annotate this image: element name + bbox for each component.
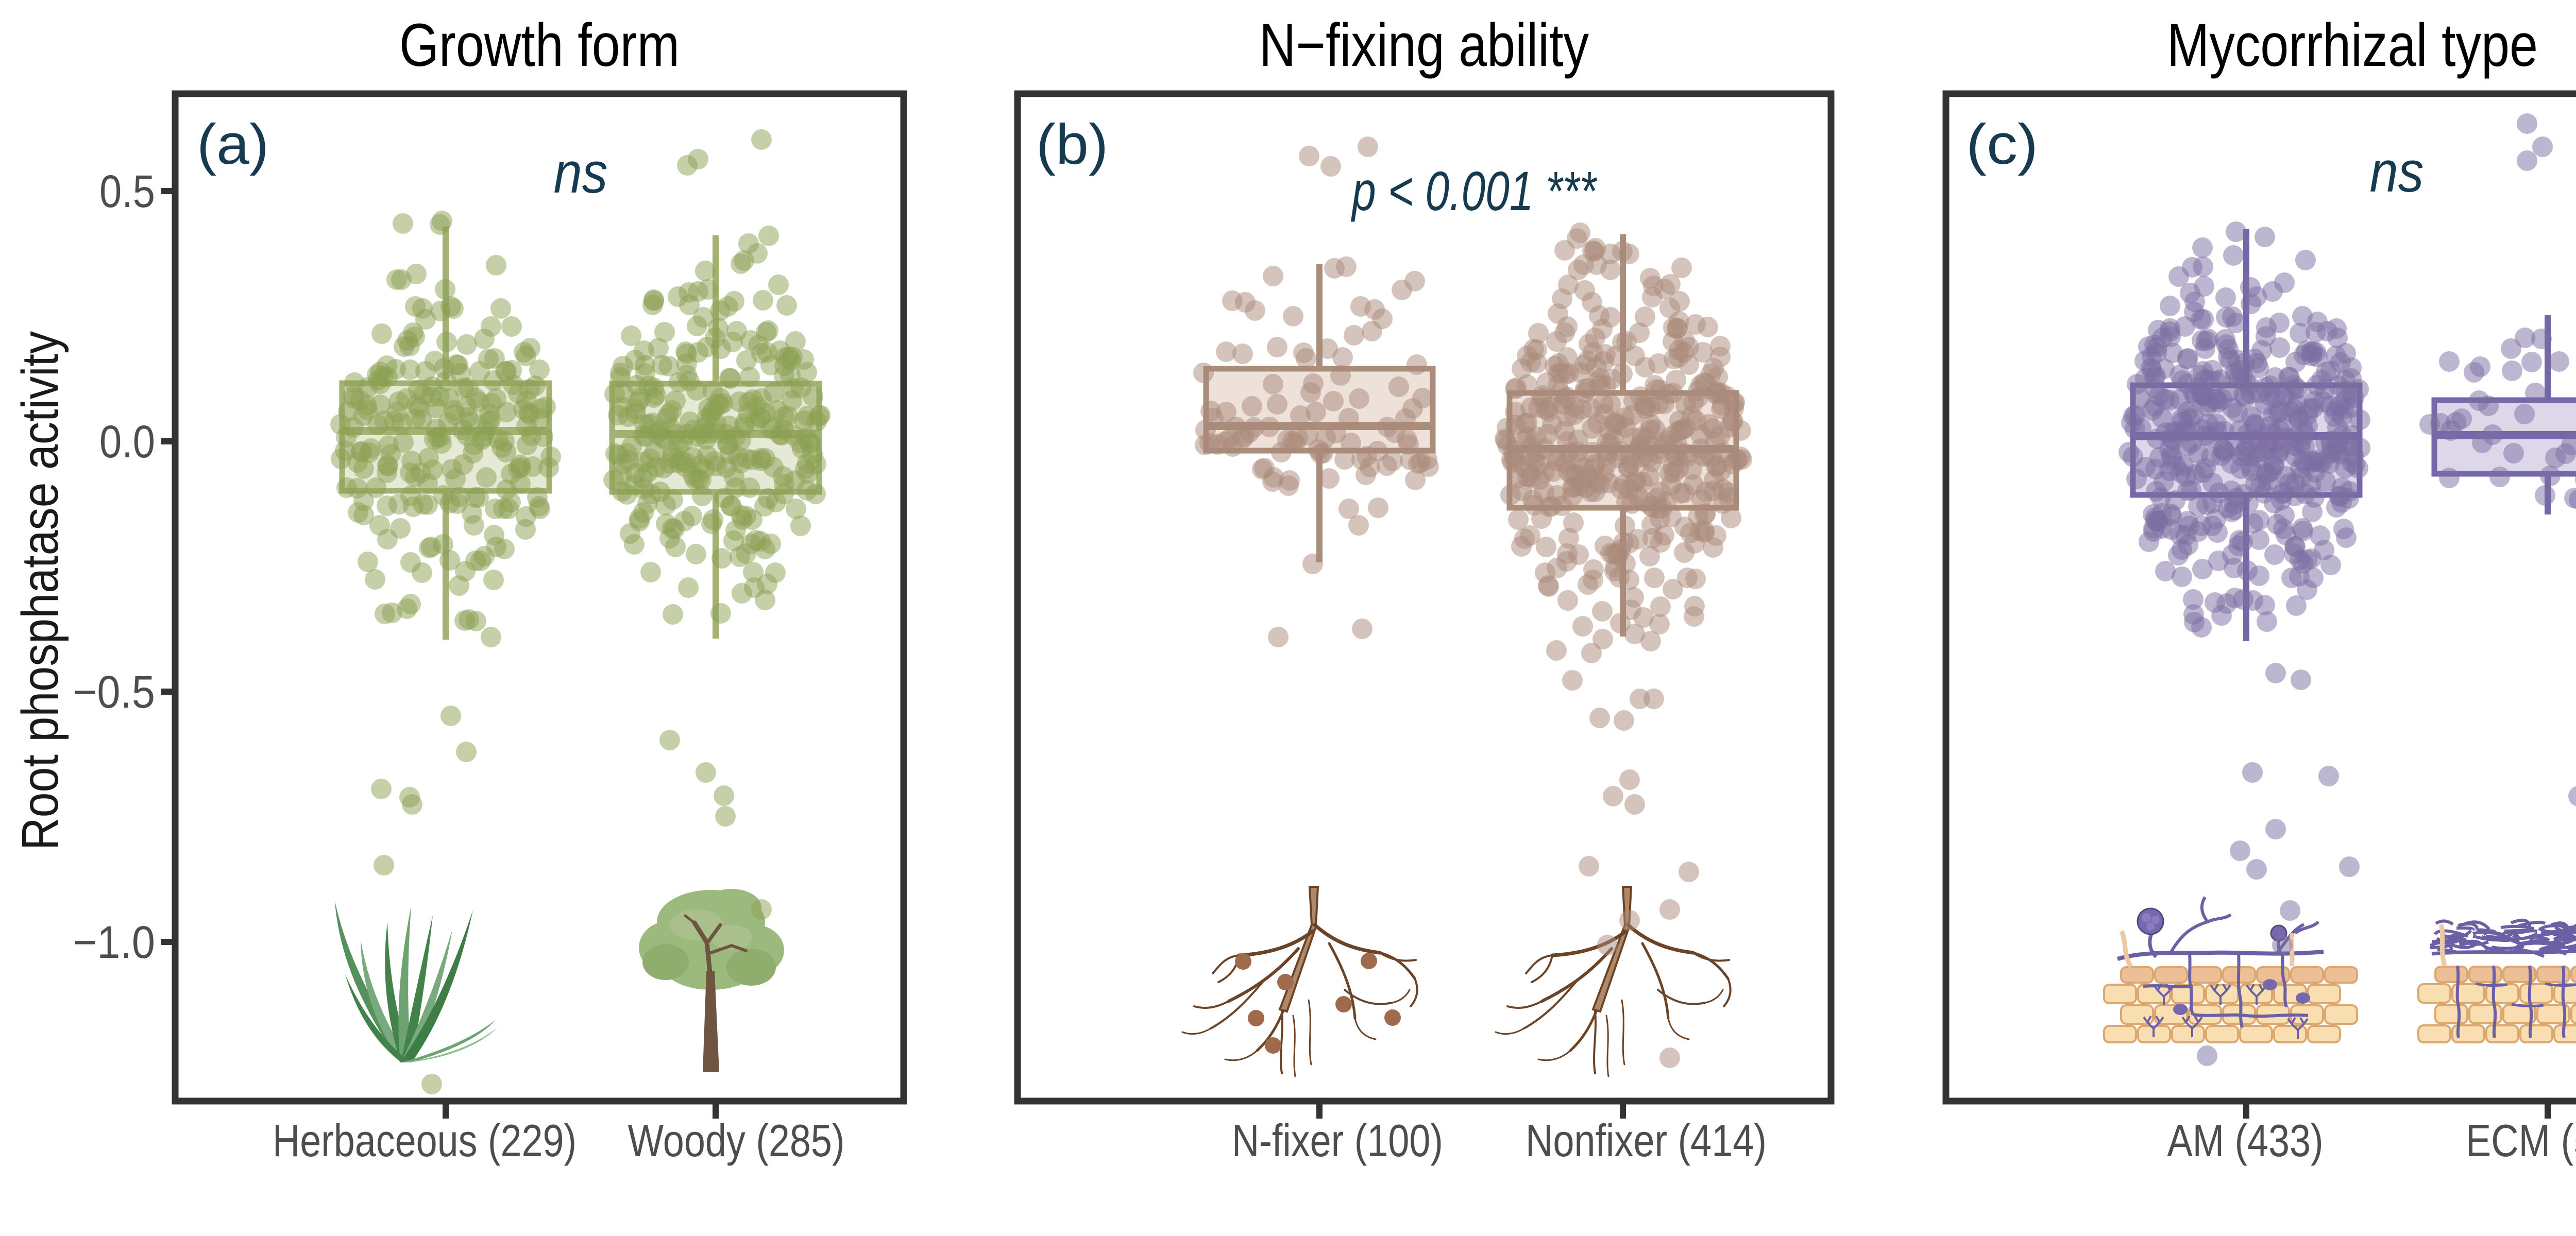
svg-text:Herbaceous (229): Herbaceous (229) bbox=[273, 1115, 577, 1166]
svg-text:−0.5: −0.5 bbox=[73, 666, 155, 717]
svg-text:−1.0: −1.0 bbox=[73, 916, 155, 968]
svg-text:(c): (c) bbox=[1966, 113, 2038, 176]
svg-text:(a): (a) bbox=[197, 113, 269, 176]
svg-text:Mycorrhizal type: Mycorrhizal type bbox=[2167, 11, 2538, 79]
svg-text:N-fixer (100): N-fixer (100) bbox=[1232, 1115, 1443, 1166]
svg-text:ns: ns bbox=[2370, 140, 2424, 204]
svg-text:0.0: 0.0 bbox=[99, 416, 155, 467]
svg-text:0.5: 0.5 bbox=[99, 165, 155, 217]
svg-text:N−fixing ability: N−fixing ability bbox=[1259, 11, 1589, 79]
svg-text:Root phosphatase activity: Root phosphatase activity bbox=[11, 331, 69, 850]
svg-text:AM (433): AM (433) bbox=[2167, 1115, 2324, 1166]
svg-text:Nonfixer (414): Nonfixer (414) bbox=[1526, 1115, 1767, 1166]
svg-text:p < 0.001 ***: p < 0.001 *** bbox=[1351, 160, 1598, 222]
svg-text:(b): (b) bbox=[1036, 113, 1108, 176]
svg-text:ECM (51): ECM (51) bbox=[2466, 1115, 2576, 1166]
svg-text:Woody (285): Woody (285) bbox=[628, 1115, 845, 1166]
svg-text:ns: ns bbox=[554, 141, 608, 205]
svg-text:Growth form: Growth form bbox=[399, 11, 680, 79]
